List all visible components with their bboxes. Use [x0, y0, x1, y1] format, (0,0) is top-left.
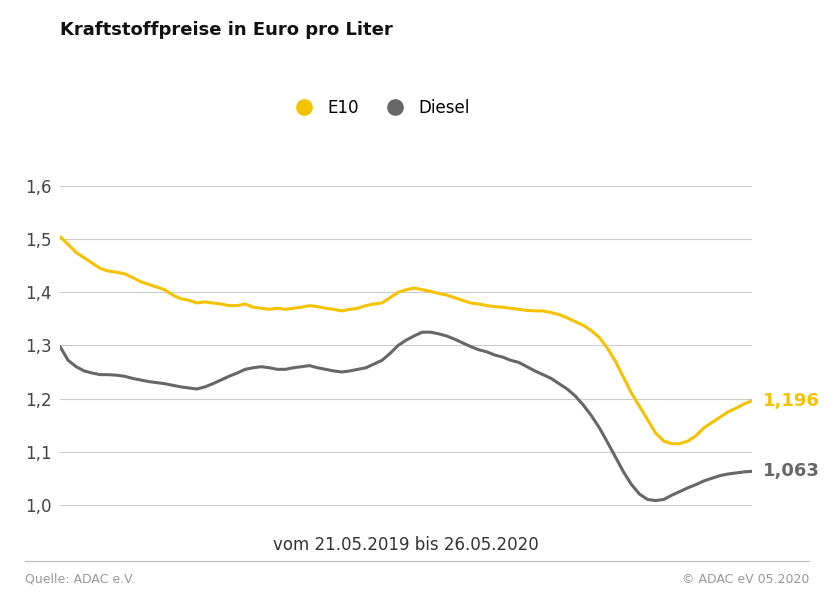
Legend: E10, Diesel: E10, Diesel [280, 92, 476, 123]
Text: Quelle: ADAC e.V.: Quelle: ADAC e.V. [25, 573, 135, 586]
Text: 1,063: 1,063 [763, 462, 821, 480]
Text: Kraftstoffpreise in Euro pro Liter: Kraftstoffpreise in Euro pro Liter [60, 21, 393, 39]
Text: © ADAC eV 05.2020: © ADAC eV 05.2020 [681, 573, 809, 586]
Text: 1,196: 1,196 [763, 392, 821, 410]
Text: vom 21.05.2019 bis 26.05.2020: vom 21.05.2019 bis 26.05.2020 [274, 536, 539, 554]
